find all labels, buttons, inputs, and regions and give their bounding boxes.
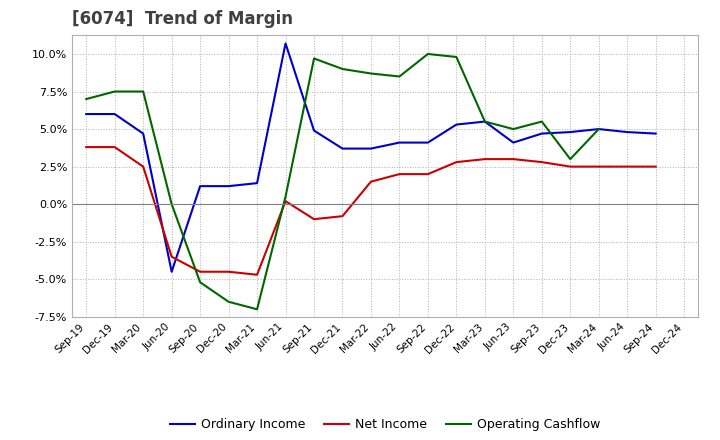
Ordinary Income [623, 129, 631, 135]
Ordinary Income [480, 119, 489, 124]
Operating Cashflow [537, 119, 546, 124]
Net Income [139, 164, 148, 169]
Operating Cashflow [82, 96, 91, 102]
Line: Operating Cashflow: Operating Cashflow [86, 54, 599, 309]
Ordinary Income [310, 128, 318, 133]
Operating Cashflow [225, 299, 233, 304]
Net Income [480, 157, 489, 162]
Net Income [566, 164, 575, 169]
Operating Cashflow [395, 74, 404, 79]
Net Income [509, 157, 518, 162]
Net Income [310, 216, 318, 222]
Ordinary Income [366, 146, 375, 151]
Operating Cashflow [566, 157, 575, 162]
Ordinary Income [139, 131, 148, 136]
Operating Cashflow [480, 119, 489, 124]
Operating Cashflow [452, 54, 461, 59]
Net Income [623, 164, 631, 169]
Net Income [225, 269, 233, 275]
Operating Cashflow [196, 279, 204, 285]
Operating Cashflow [110, 89, 119, 94]
Net Income [253, 272, 261, 277]
Net Income [395, 172, 404, 177]
Ordinary Income [395, 140, 404, 145]
Ordinary Income [110, 111, 119, 117]
Net Income [82, 144, 91, 150]
Operating Cashflow [167, 202, 176, 207]
Ordinary Income [82, 111, 91, 117]
Net Income [652, 164, 660, 169]
Operating Cashflow [423, 51, 432, 57]
Net Income [338, 213, 347, 219]
Net Income [167, 254, 176, 259]
Ordinary Income [452, 122, 461, 127]
Text: [6074]  Trend of Margin: [6074] Trend of Margin [72, 10, 293, 28]
Ordinary Income [253, 180, 261, 186]
Ordinary Income [282, 41, 290, 46]
Ordinary Income [423, 140, 432, 145]
Ordinary Income [196, 183, 204, 189]
Ordinary Income [537, 131, 546, 136]
Net Income [110, 144, 119, 150]
Operating Cashflow [509, 126, 518, 132]
Operating Cashflow [282, 194, 290, 199]
Line: Ordinary Income: Ordinary Income [86, 44, 656, 272]
Ordinary Income [338, 146, 347, 151]
Net Income [282, 198, 290, 204]
Legend: Ordinary Income, Net Income, Operating Cashflow: Ordinary Income, Net Income, Operating C… [165, 413, 606, 436]
Ordinary Income [167, 269, 176, 275]
Operating Cashflow [310, 56, 318, 61]
Ordinary Income [595, 126, 603, 132]
Line: Net Income: Net Income [86, 147, 656, 275]
Net Income [537, 159, 546, 165]
Net Income [366, 179, 375, 184]
Net Income [452, 159, 461, 165]
Operating Cashflow [139, 89, 148, 94]
Operating Cashflow [253, 307, 261, 312]
Ordinary Income [509, 140, 518, 145]
Ordinary Income [566, 129, 575, 135]
Net Income [595, 164, 603, 169]
Operating Cashflow [338, 66, 347, 72]
Operating Cashflow [595, 126, 603, 132]
Operating Cashflow [366, 71, 375, 76]
Ordinary Income [652, 131, 660, 136]
Net Income [423, 172, 432, 177]
Net Income [196, 269, 204, 275]
Ordinary Income [225, 183, 233, 189]
